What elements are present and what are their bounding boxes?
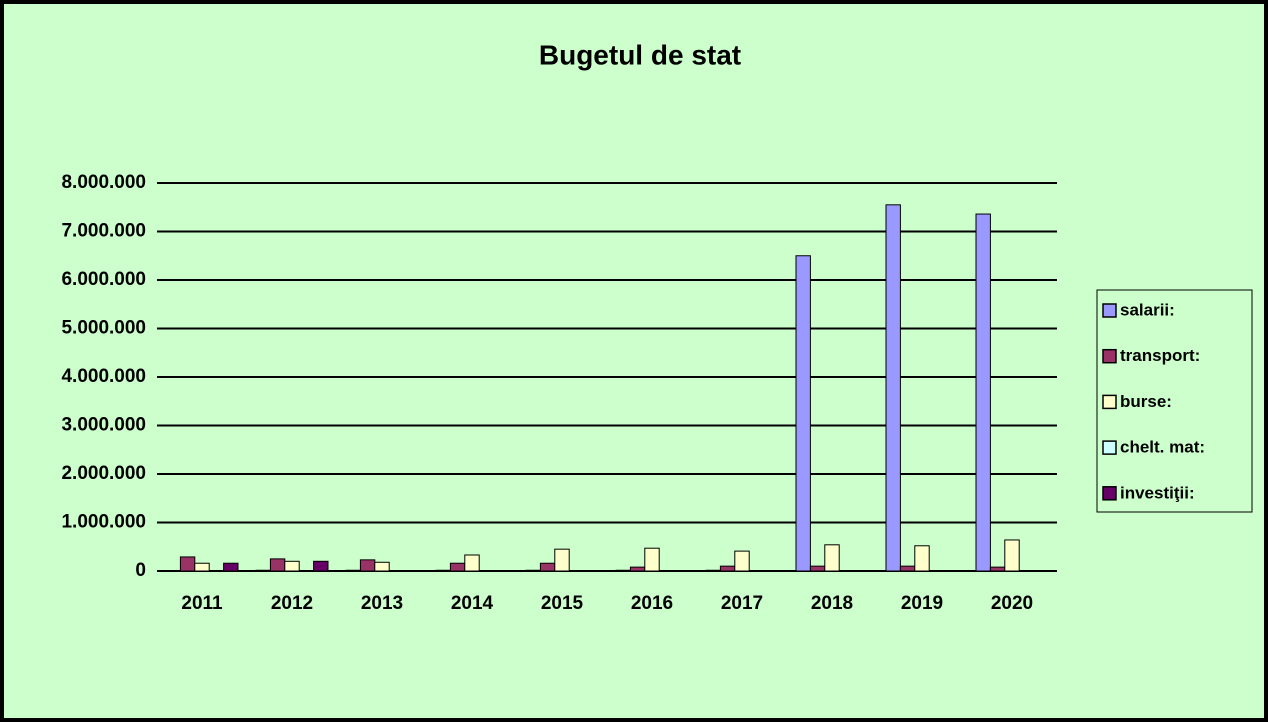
legend-swatch (1102, 303, 1117, 318)
bar (449, 562, 466, 572)
bar (1004, 539, 1020, 572)
bar (435, 569, 451, 572)
bar (345, 569, 361, 572)
x-tick-label: 2017 (721, 593, 763, 614)
legend (1096, 289, 1253, 513)
bar (975, 213, 991, 572)
bar (525, 569, 541, 572)
bar (795, 255, 811, 572)
y-tick-label: 1.000.000 (61, 512, 146, 533)
bar (554, 548, 570, 572)
legend-label: salarii: (1120, 300, 1175, 319)
legend-swatch (1102, 348, 1117, 364)
x-tick-label: 2013 (361, 593, 403, 614)
y-tick-label: 2.000.000 (61, 463, 146, 484)
y-tick-label: 5.000.000 (61, 318, 146, 339)
bar (824, 544, 840, 572)
y-tick-label: 4.000.000 (61, 366, 146, 387)
bar (734, 550, 750, 572)
bar (615, 569, 631, 572)
bar (194, 562, 210, 572)
legend-swatch (1102, 394, 1117, 410)
bar (223, 562, 239, 572)
bar (284, 560, 300, 572)
bar (719, 565, 736, 572)
bar (914, 545, 930, 572)
bar (809, 565, 826, 572)
bar (255, 569, 271, 572)
bar (374, 561, 390, 572)
y-tick-label: 0 (135, 560, 146, 581)
legend-label: burse: (1120, 392, 1172, 411)
bar (464, 554, 480, 572)
bar (179, 556, 196, 572)
x-tick-label: 2018 (811, 593, 853, 614)
legend-swatch (1102, 440, 1117, 455)
bar (539, 562, 556, 572)
legend-label: transport: (1120, 346, 1200, 365)
y-tick-label: 8.000.000 (61, 172, 146, 193)
chart-title: Bugetul de stat (539, 39, 741, 70)
bar (885, 204, 901, 572)
bar (313, 560, 329, 572)
x-tick-label: 2011 (181, 593, 223, 614)
bar (629, 566, 646, 572)
bar (989, 566, 1006, 572)
y-tick-label: 3.000.000 (61, 415, 146, 436)
bar (359, 559, 376, 572)
x-tick-label: 2012 (271, 593, 313, 614)
legend-label: chelt. mat: (1120, 438, 1205, 457)
x-tick-label: 2014 (451, 593, 494, 614)
bar (899, 565, 916, 572)
y-tick-label: 6.000.000 (61, 269, 146, 290)
bar (644, 547, 660, 572)
x-tick-label: 2015 (541, 593, 584, 614)
x-tick-label: 2020 (991, 593, 1033, 614)
legend-label: investiţii: (1120, 483, 1195, 502)
x-tick-label: 2019 (901, 593, 943, 614)
bar (269, 558, 286, 572)
legend-swatch (1102, 486, 1117, 501)
bar (705, 569, 721, 572)
y-tick-label: 7.000.000 (61, 221, 146, 242)
x-tick-label: 2016 (631, 593, 673, 614)
